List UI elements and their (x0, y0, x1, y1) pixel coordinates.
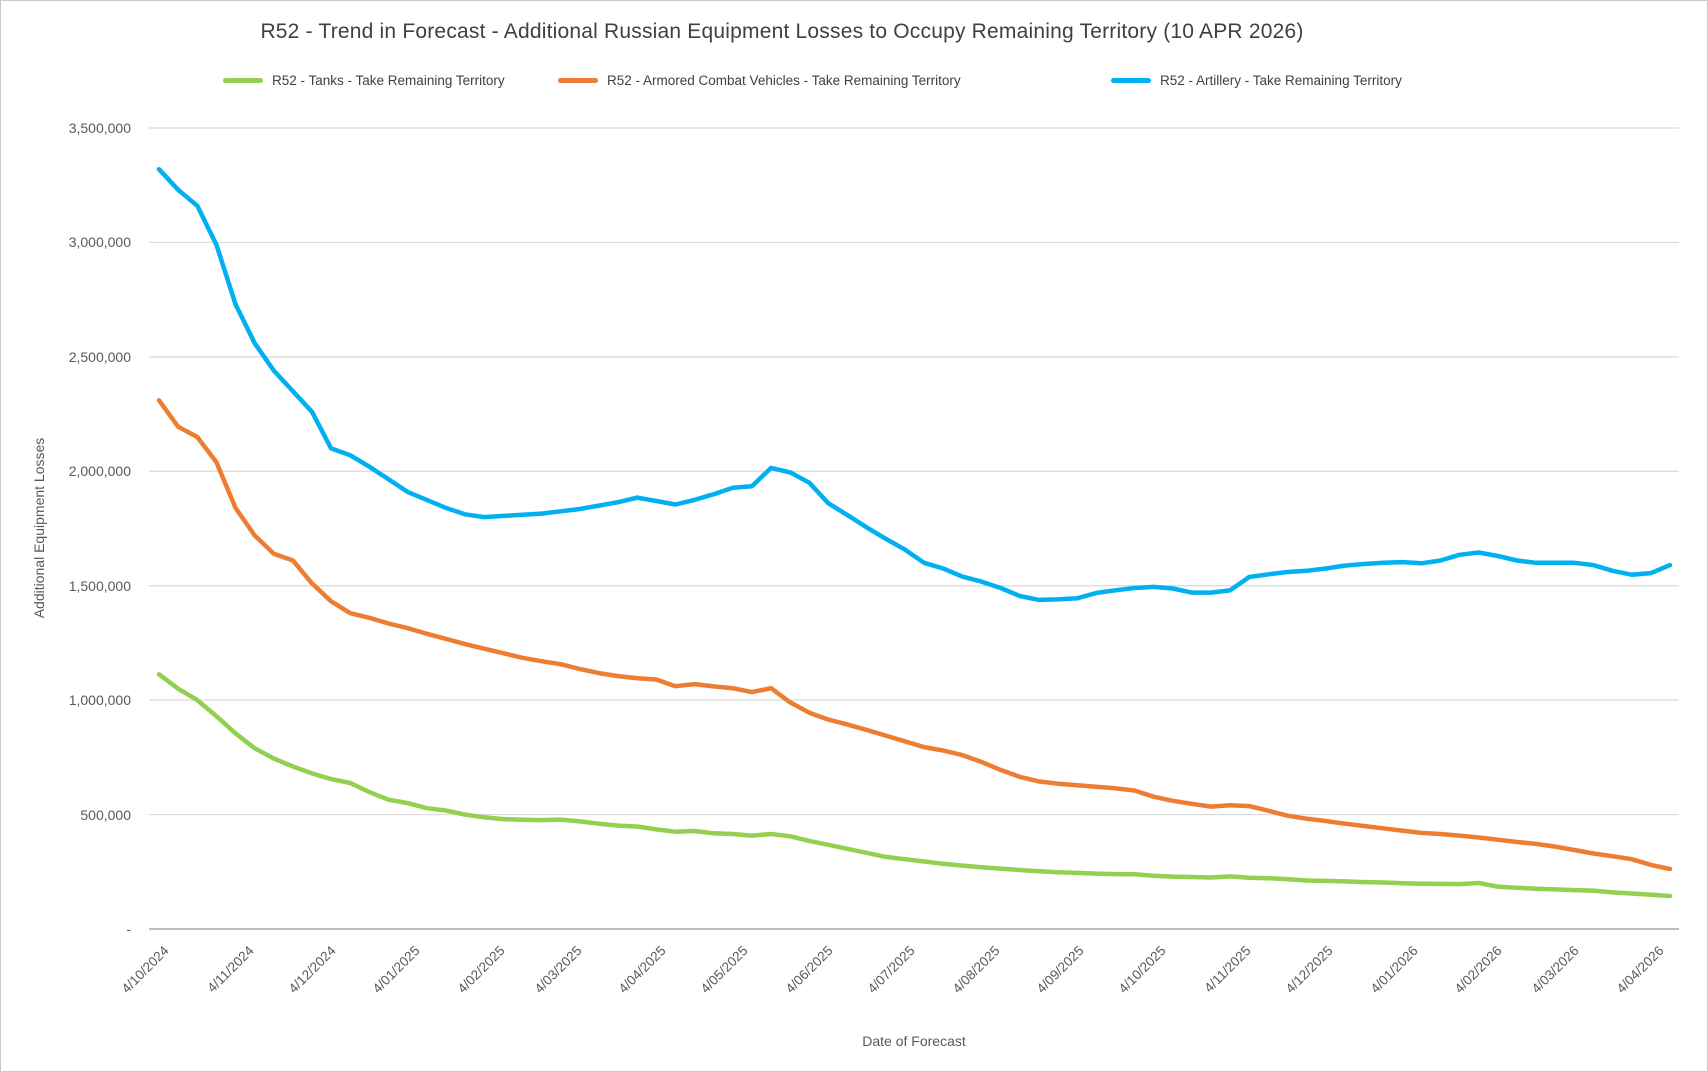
y-tick-label: 2,500,000 (68, 348, 131, 365)
legend-item-tanks: R52 - Tanks - Take Remaining Territory (223, 71, 505, 89)
series-line-tanks (156, 672, 1673, 899)
legend-label-artillery: R52 - Artillery - Take Remaining Territo… (1160, 72, 1402, 88)
x-axis-title: Date of Forecast (862, 1033, 966, 1049)
armored-combat-vehicles-series-swatch-icon (558, 77, 598, 83)
legend-item-armored-combat-vehicles: R52 - Armored Combat Vehicles - Take Rem… (558, 71, 961, 89)
y-tick-label: 500,000 (80, 806, 131, 823)
chart-title: R52 - Trend in Forecast - Additional Rus… (260, 20, 1304, 43)
y-tick-label: 1,500,000 (68, 577, 131, 594)
legend-label-tanks: R52 - Tanks - Take Remaining Territory (272, 72, 505, 88)
legend-label-armored-combat-vehicles: R52 - Armored Combat Vehicles - Take Rem… (607, 72, 961, 88)
artillery-series-swatch-icon (1111, 77, 1151, 83)
y-tick-label: 3,500,000 (68, 120, 131, 136)
series-line-armored-combat-vehicles (156, 398, 1673, 872)
y-tick-label: 1,000,000 (68, 692, 131, 709)
y-tick-label: 2,000,000 (68, 463, 131, 480)
legend-item-artillery: R52 - Artillery - Take Remaining Territo… (1111, 71, 1402, 89)
series-line-artillery (156, 166, 1673, 603)
tanks-series-swatch-icon (223, 77, 263, 83)
y-tick-label: - (126, 921, 131, 937)
y-tick-label: 3,000,000 (68, 234, 131, 251)
y-axis-title: Additional Equipment Losses (31, 437, 47, 619)
